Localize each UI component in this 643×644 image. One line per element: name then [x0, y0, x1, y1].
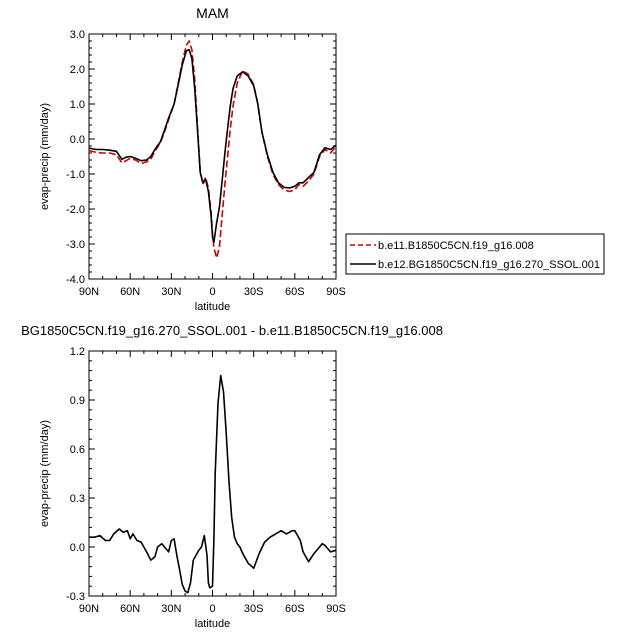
- x-tick-label: 30S: [244, 603, 264, 615]
- y-tick-label: -3.0: [66, 239, 85, 251]
- y-tick-label: 1.2: [70, 346, 85, 358]
- x-tick-label: 60N: [120, 286, 140, 298]
- y-tick-label: 3.0: [70, 29, 85, 41]
- series-line-1: [89, 374, 337, 594]
- x-axis-label: latitude: [195, 301, 230, 313]
- x-tick-label: 60S: [285, 286, 305, 298]
- y-tick-label: 2.0: [70, 64, 85, 76]
- x-tick-label: 30S: [244, 286, 264, 298]
- x-tick-label: 30N: [161, 286, 181, 298]
- y-tick-label: 0.0: [70, 542, 85, 554]
- legend-label-2: b.e12.BG1850C5CN.f19_g16.270_SSOL.001: [378, 259, 600, 271]
- y-tick-label: -4.0: [66, 274, 85, 286]
- x-tick-label: 90N: [79, 286, 99, 298]
- x-tick-label: 90S: [326, 603, 346, 615]
- legend-box: [345, 233, 605, 275]
- x-tick-label: 0: [209, 286, 215, 298]
- y-tick-label: 0.6: [70, 444, 85, 456]
- x-axis-label: latitude: [195, 618, 230, 630]
- y-axis-label: evap-precip (mm/day): [39, 420, 51, 527]
- legend-label-1: b.e11.B1850C5CN.f19_g16.008: [378, 240, 534, 252]
- x-tick-label: 90N: [79, 603, 99, 615]
- y-tick-label: 0.9: [70, 395, 85, 407]
- chart-title: MAM: [196, 5, 229, 21]
- x-tick-label: 90S: [326, 286, 346, 298]
- x-tick-label: 60S: [285, 603, 305, 615]
- x-tick-label: 30N: [161, 603, 181, 615]
- y-axis-label: evap-precip (mm/day): [39, 103, 51, 210]
- y-tick-label: -2.0: [66, 204, 85, 216]
- series-line-2: [88, 49, 337, 244]
- chart-title: BG1850C5CN.f19_g16.270_SSOL.001 - b.e11.…: [21, 323, 443, 338]
- x-tick-label: 0: [209, 603, 215, 615]
- y-tick-label: 1.0: [70, 99, 85, 111]
- y-tick-label: -1.0: [66, 169, 85, 181]
- y-tick-label: 0.0: [70, 134, 85, 146]
- x-tick-label: 60N: [120, 603, 140, 615]
- y-tick-label: -0.3: [66, 591, 85, 603]
- y-tick-label: 0.3: [70, 493, 85, 505]
